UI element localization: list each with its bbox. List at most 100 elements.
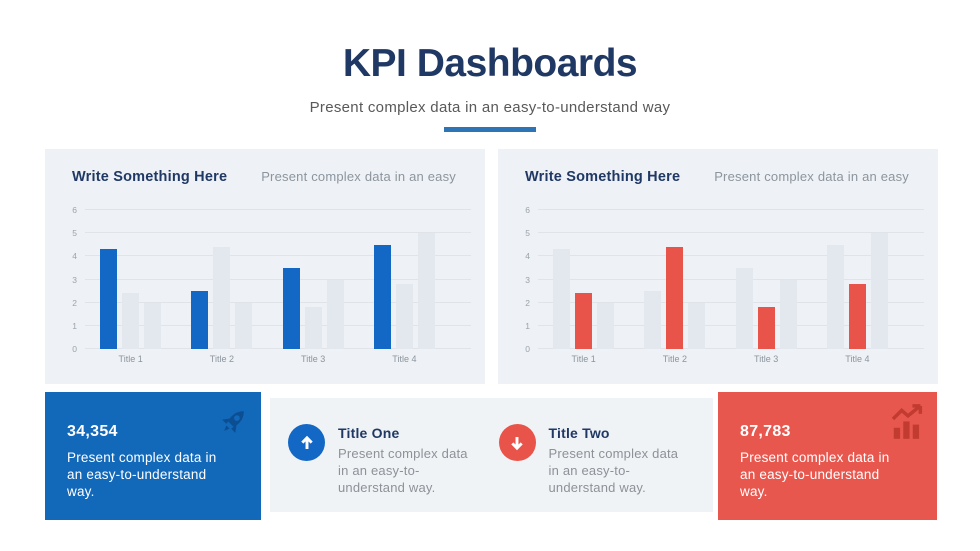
stat-description: Present complex data in an easy-to-under… [67,450,217,499]
bar-groups [538,210,903,349]
gridline [538,301,924,303]
bar-gray-a [304,307,322,349]
y-axis: 0 1 2 3 4 5 6 [498,205,530,354]
feature-description: Present complex data in an easy-to-under… [548,446,679,495]
x-axis: Title 1 Title 2 Title 3 Title 4 [85,354,450,364]
y-axis-tick-label: 0 [525,344,530,354]
y-axis-tick-label: 1 [72,320,77,331]
y-axis-tick-label: 5 [525,228,530,239]
y-axis-tick-label: 2 [525,297,530,308]
gridline [85,255,471,257]
page-subtitle: Present complex data in an easy-to-under… [309,99,671,116]
arrow-up-icon [300,435,313,449]
feature-description: Present complex data in an easy-to-under… [338,446,468,495]
bar-gray-a [213,247,231,349]
y-axis: 0 1 2 3 4 5 6 [45,205,77,354]
y-axis-tick-label: 1 [525,320,530,331]
bar-highlight-red [848,284,866,349]
bar-gray-b [326,279,344,349]
gridline [85,301,471,303]
feature-text: Title One Present complex data in an eas… [338,424,478,496]
gridline [538,348,924,349]
feature-icon-circle [498,424,536,461]
panel-title: Write Something Here [72,169,228,185]
x-axis-category-label: Title 3 [301,354,326,364]
feature-item: Title Two Present complex data in an eas… [498,424,700,512]
bar-gray-a [735,267,753,349]
bar-gray-a [395,284,413,349]
x-axis-category-label: Title 2 [662,354,687,364]
bar-highlight-red [575,293,593,349]
stat-value: 34,354 [67,423,118,440]
y-axis-tick-label: 6 [525,205,530,215]
panel-subtitle: Present complex data in an easy [714,169,909,184]
bar-gray-a [644,291,662,349]
chart-grid [538,209,924,349]
y-axis-tick-label: 3 [72,274,77,285]
bar-group [629,210,720,349]
gridline [85,348,471,349]
x-axis: Title 1 Title 2 Title 3 Title 4 [538,354,903,364]
bar-highlight-blue [282,267,300,349]
bar-group [538,210,629,349]
bar-gray-b [688,302,706,349]
bar-highlight-blue [100,249,118,349]
gridline [538,232,924,234]
x-axis-category-label: Title 3 [754,354,779,364]
y-axis-tick-label: 4 [72,251,77,262]
bar-gray-b [870,233,888,349]
feature-item: Title One Present complex data in an eas… [288,424,489,512]
growth-chart-icon [891,404,923,439]
bar-group [721,210,812,349]
feature-text: Title Two Present complex data in an eas… [549,424,689,496]
gridline [85,209,471,210]
page-title: KPI Dashboards [342,42,638,85]
stat-card-red: 87,783 Present complex data in an easy-t… [718,392,937,520]
y-axis-tick-label: 6 [72,205,77,215]
x-axis-category-label: Title 1 [118,354,143,364]
panel-header: Write Something Here Present complex dat… [72,169,456,185]
bar-gray-b [144,302,162,349]
bar-group [812,210,903,349]
bar-highlight-blue [191,291,209,349]
bar-group [268,210,359,349]
bar-gray-b [417,233,435,349]
bar-gray-b [235,302,253,349]
chart-grid [85,209,471,349]
panel-title: Write Something Here [525,169,681,185]
bar-gray-a [122,293,140,349]
bar-group [176,210,267,349]
chart-panel: Write Something Here Present complex dat… [498,149,938,384]
gridline [538,255,924,257]
bar-highlight-blue [373,244,391,349]
bar-gray-b [779,279,797,349]
y-axis-tick-label: 2 [72,297,77,308]
bar-highlight-red [666,247,684,349]
title-divider [444,127,536,132]
panel-subtitle: Present complex data in an easy [261,169,456,184]
y-axis-tick-label: 4 [525,251,530,262]
features-panel: Title One Present complex data in an eas… [270,398,713,512]
gridline [85,232,471,234]
feature-title: Title One [338,425,400,441]
bar-gray-b [597,302,615,349]
gridline [85,324,471,326]
y-axis-tick-label: 5 [72,228,77,239]
panel-header: Write Something Here Present complex dat… [525,169,909,185]
x-axis-category-label: Title 4 [845,354,870,364]
bar-gray-a [826,244,844,349]
x-axis-category-label: Title 4 [392,354,417,364]
bar-group [359,210,450,349]
y-axis-tick-label: 0 [72,344,77,354]
gridline [538,278,924,280]
feature-title: Title Two [548,425,610,441]
gridline [85,278,471,280]
arrow-down-icon [511,436,523,450]
x-axis-category-label: Title 2 [209,354,234,364]
gridline [538,324,924,326]
rocket-icon [222,411,244,433]
bar-group [85,210,176,349]
feature-icon-circle [288,424,325,461]
bar-groups [85,210,450,349]
x-axis-category-label: Title 1 [571,354,596,364]
